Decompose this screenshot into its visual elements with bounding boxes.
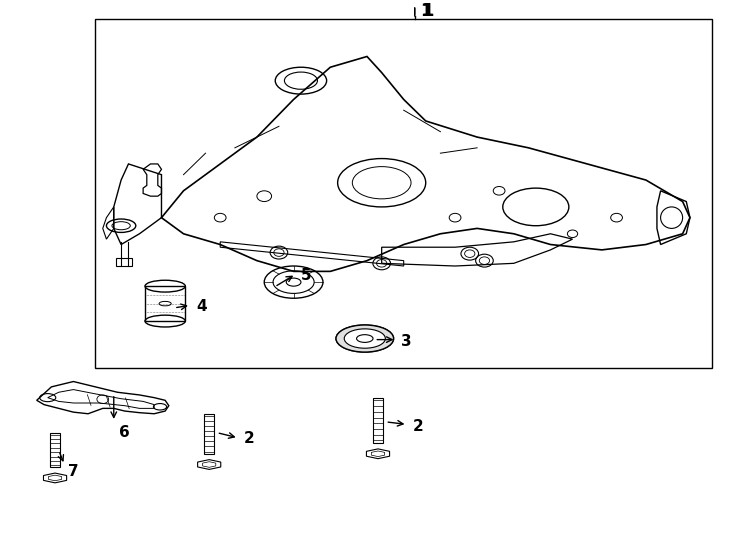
Text: 4: 4 <box>197 299 207 314</box>
Text: 7: 7 <box>68 464 78 480</box>
Text: 1: 1 <box>422 2 435 20</box>
Text: 2: 2 <box>413 418 424 434</box>
Text: 5: 5 <box>301 268 311 283</box>
Ellipse shape <box>357 335 373 342</box>
Text: 3: 3 <box>401 334 412 349</box>
Text: 2: 2 <box>244 431 255 447</box>
Text: 6: 6 <box>119 425 130 440</box>
Ellipse shape <box>344 329 385 348</box>
Bar <box>95 19 712 368</box>
Text: 1: 1 <box>420 2 432 21</box>
Ellipse shape <box>336 325 393 352</box>
